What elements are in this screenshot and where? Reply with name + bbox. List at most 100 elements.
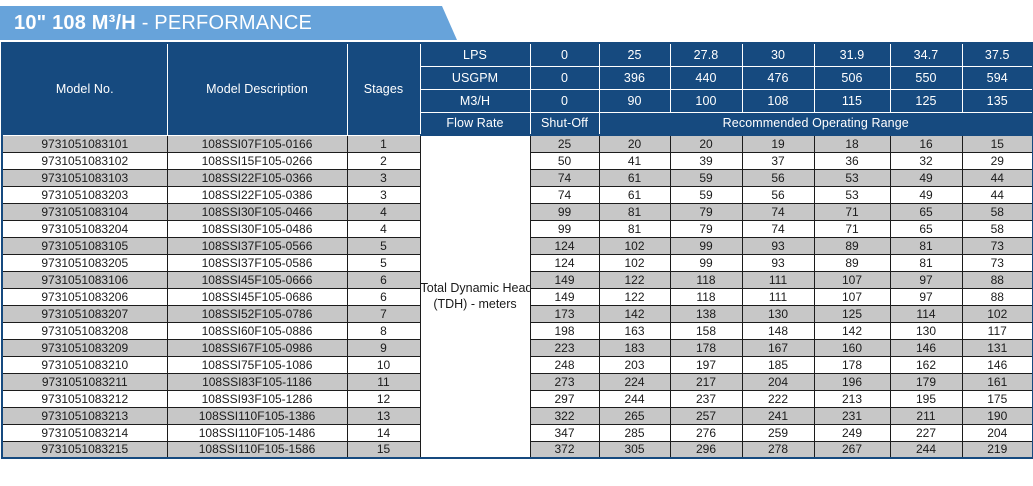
tdh-value-cell: 237 bbox=[669, 389, 743, 408]
header-usgpm-label: USGPM bbox=[419, 65, 531, 90]
header-usgpm-value: 440 bbox=[669, 65, 743, 90]
header-row-m3h: M3/H 0 90 100 108 115 125 135 bbox=[2, 88, 1033, 113]
tdh-value-cell: 39 bbox=[669, 151, 743, 170]
tdh-value-cell: 231 bbox=[813, 406, 891, 425]
model-description-cell: 108SSI37F105-0566 bbox=[166, 236, 348, 255]
shut-off-value-cell: 223 bbox=[529, 338, 600, 357]
stages-cell: 4 bbox=[346, 219, 421, 238]
header-row-flow-rate: Flow Rate Shut-Off Recommended Operating… bbox=[2, 111, 1033, 136]
tdh-value-cell: 53 bbox=[813, 185, 891, 204]
tdh-value-cell: 73 bbox=[961, 253, 1033, 272]
tdh-value-cell: 142 bbox=[813, 321, 891, 340]
stages-cell: 6 bbox=[346, 287, 421, 306]
model-description-cell: 108SSI83F105-1186 bbox=[166, 372, 348, 391]
model-description-cell: 108SSI30F105-0486 bbox=[166, 219, 348, 238]
tdh-value-cell: 249 bbox=[813, 423, 891, 442]
tdh-value-cell: 160 bbox=[813, 338, 891, 357]
tdh-value-cell: 102 bbox=[598, 236, 671, 255]
tdh-value-cell: 148 bbox=[741, 321, 815, 340]
shut-off-value-cell: 74 bbox=[529, 168, 600, 187]
tdh-value-cell: 20 bbox=[669, 134, 743, 153]
tdh-value-cell: 162 bbox=[889, 355, 963, 374]
tdh-value-cell: 81 bbox=[598, 219, 671, 238]
table-row: 9731051083204 108SSI30F105-0486 4 99 81 79 74 7… bbox=[1, 219, 1033, 238]
tdh-value-cell: 276 bbox=[669, 423, 743, 442]
shut-off-value-cell: 99 bbox=[529, 202, 600, 221]
tdh-value-cell: 167 bbox=[741, 338, 815, 357]
tdh-value-cell: 130 bbox=[889, 321, 963, 340]
shut-off-value-cell: 124 bbox=[529, 236, 600, 255]
header-m3h-value: 125 bbox=[889, 88, 963, 113]
header-lps-value: 37.5 bbox=[961, 42, 1033, 67]
tdh-value-cell: 93 bbox=[741, 236, 815, 255]
performance-table-body: 9731051083101 108SSI07F105-0166 1 Total Dyn… bbox=[1, 134, 1033, 459]
model-description-cell: 108SSI07F105-0166 bbox=[166, 134, 348, 153]
header-stages: Stages bbox=[346, 42, 421, 136]
tdh-value-cell: 196 bbox=[813, 372, 891, 391]
tdh-value-cell: 15 bbox=[961, 134, 1033, 153]
tdh-value-cell: 175 bbox=[961, 389, 1033, 408]
header-m3h-value: 0 bbox=[529, 88, 600, 113]
tdh-value-cell: 37 bbox=[741, 151, 815, 170]
tdh-value-cell: 71 bbox=[813, 219, 891, 238]
model-no-cell: 9731051083103 bbox=[1, 168, 168, 187]
header-m3h-value: 108 bbox=[741, 88, 815, 113]
table-row: 9731051083208 108SSI60F105-0886 8 198 163 158… bbox=[1, 321, 1033, 340]
tdh-label-line1: Total Dynamic Head bbox=[420, 280, 530, 295]
shut-off-value-cell: 372 bbox=[529, 440, 600, 459]
tdh-value-cell: 97 bbox=[889, 270, 963, 289]
stages-cell: 12 bbox=[346, 389, 421, 408]
tdh-value-cell: 190 bbox=[961, 406, 1033, 425]
header-m3h-label: M3/H bbox=[419, 88, 531, 113]
tdh-value-cell: 88 bbox=[961, 270, 1033, 289]
model-description-cell: 108SSI52F105-0786 bbox=[166, 304, 348, 323]
stages-cell: 4 bbox=[346, 202, 421, 221]
header-row-lps: Model No. Model Description Stages LPS 0… bbox=[1, 42, 1033, 136]
model-no-cell: 9731051083104 bbox=[1, 202, 168, 221]
tdh-value-cell: 204 bbox=[741, 372, 815, 391]
model-description-cell: 108SSI22F105-0386 bbox=[166, 185, 348, 204]
stages-cell: 2 bbox=[346, 151, 421, 170]
stages-cell: 1 bbox=[346, 134, 421, 153]
header-row-usgpm: USGPM 0 396 440 476 506 550 594 bbox=[2, 65, 1033, 90]
shut-off-value-cell: 124 bbox=[529, 253, 600, 272]
tdh-value-cell: 89 bbox=[813, 236, 891, 255]
tdh-value-cell: 65 bbox=[889, 202, 963, 221]
shut-off-value-cell: 149 bbox=[529, 270, 600, 289]
table-row: 9731051083213 108SSI110F105-1386 13 322 265 2… bbox=[1, 406, 1033, 425]
tdh-value-cell: 111 bbox=[741, 287, 815, 306]
header-m3h-value: 135 bbox=[961, 88, 1033, 113]
shut-off-value-cell: 173 bbox=[529, 304, 600, 323]
header-lps-value: 31.9 bbox=[813, 42, 891, 67]
model-description-cell: 108SSI93F105-1286 bbox=[166, 389, 348, 408]
tdh-value-cell: 146 bbox=[889, 338, 963, 357]
header-usgpm-value: 476 bbox=[741, 65, 815, 90]
shut-off-value-cell: 347 bbox=[529, 423, 600, 442]
tdh-value-cell: 131 bbox=[961, 338, 1033, 357]
table-row: 9731051083215 108SSI110F105-1586 15 372 305 2… bbox=[1, 440, 1033, 459]
stages-cell: 10 bbox=[346, 355, 421, 374]
table-row: 9731051083104 108SSI30F105-0466 4 99 81 79 74 7… bbox=[1, 202, 1033, 221]
shut-off-value-cell: 297 bbox=[529, 389, 600, 408]
model-description-cell: 108SSI45F105-0686 bbox=[166, 287, 348, 306]
tdh-value-cell: 296 bbox=[669, 440, 743, 459]
tdh-value-cell: 130 bbox=[741, 304, 815, 323]
tdh-value-cell: 61 bbox=[598, 168, 671, 187]
stages-cell: 11 bbox=[346, 372, 421, 391]
shut-off-value-cell: 248 bbox=[529, 355, 600, 374]
stages-cell: 14 bbox=[346, 423, 421, 442]
tdh-value-cell: 102 bbox=[961, 304, 1033, 323]
tdh-value-cell: 163 bbox=[598, 321, 671, 340]
page-title-bold: 10" 108 M³/H bbox=[14, 11, 136, 34]
model-no-cell: 9731051083105 bbox=[1, 236, 168, 255]
header-lps-label: LPS bbox=[419, 42, 531, 67]
tdh-value-cell: 56 bbox=[741, 168, 815, 187]
tdh-value-cell: 49 bbox=[889, 168, 963, 187]
header-operating-range-label: Recommended Operating Range bbox=[598, 111, 1033, 136]
tdh-value-cell: 36 bbox=[813, 151, 891, 170]
model-no-cell: 9731051083215 bbox=[1, 440, 168, 459]
header-usgpm-value: 396 bbox=[598, 65, 671, 90]
tdh-value-cell: 219 bbox=[961, 440, 1033, 459]
header-usgpm-value: 0 bbox=[529, 65, 600, 90]
tdh-value-cell: 125 bbox=[813, 304, 891, 323]
